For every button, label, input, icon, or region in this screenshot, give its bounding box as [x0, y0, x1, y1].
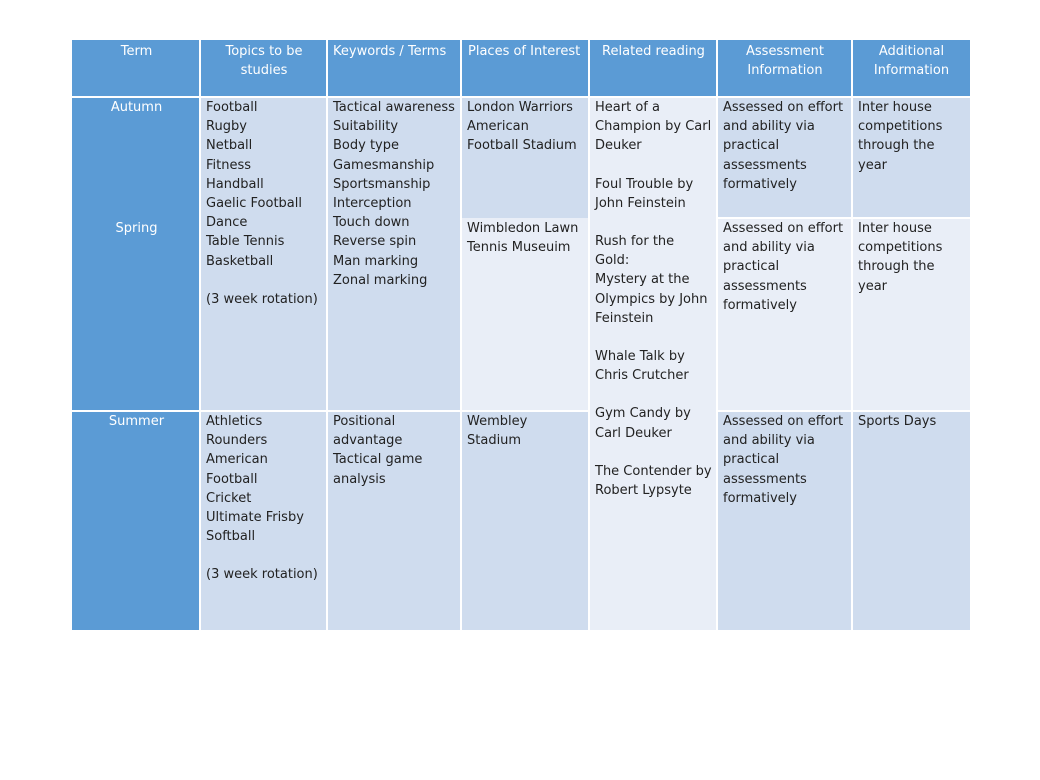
topics-autumn-spring: Football Rugby Netball Fitness Handball … — [200, 97, 327, 411]
additional-spring: Inter house competitions through the yea… — [852, 218, 970, 411]
assessment-spring: Assessed on effort and ability via pract… — [717, 218, 852, 411]
column-divider — [716, 40, 718, 630]
assessment-autumn: Assessed on effort and ability via pract… — [717, 97, 852, 218]
row-divider — [717, 217, 970, 219]
summer-rotation-note: (3 week rotation) — [206, 567, 318, 583]
reading-rush-for-the-gold: Rush for the Gold: Mystery at the Olympi… — [595, 234, 708, 326]
reading-whale-talk: Whale Talk by Chris Crutcher — [595, 349, 689, 384]
topics-summer: Athletics Rounders American Football Cri… — [200, 411, 327, 630]
column-divider — [460, 40, 462, 630]
term-autumn: Autumn — [72, 97, 200, 218]
keywords-summer: Positional advantage Tactical game analy… — [327, 411, 461, 630]
column-divider — [851, 40, 853, 630]
reading-gym-candy: Gym Candy by Carl Deuker — [595, 406, 691, 441]
rotation-note: (3 week rotation) — [206, 291, 318, 307]
reading-the-contender: The Contender by Robert Lypsyte — [595, 463, 712, 499]
row-divider — [717, 410, 970, 412]
header-keywords: Keywords / Terms — [327, 40, 461, 97]
term-summer: Summer — [72, 411, 200, 630]
header-additional: Additional Information — [852, 40, 970, 97]
header-topics: Topics to be studies — [200, 40, 327, 97]
column-divider — [588, 40, 590, 630]
header-assessment: Assessment Information — [717, 40, 852, 97]
row-divider — [72, 96, 970, 98]
places-summer: Wembley Stadium — [461, 411, 589, 630]
row-divider — [72, 410, 589, 412]
header-places: Places of Interest — [461, 40, 589, 97]
reading-heart-of-a-champion: Heart of a Champion by Carl Deuker — [595, 100, 712, 154]
header-term: Term — [72, 40, 200, 97]
header-related-reading: Related reading — [589, 40, 717, 97]
additional-autumn: Inter house competitions through the yea… — [852, 97, 970, 218]
additional-summer: Sports Days — [852, 411, 970, 630]
term-spring: Spring — [72, 218, 200, 411]
reading-foul-trouble: Foul Trouble by John Feinstein — [595, 176, 694, 211]
topics-list: Football Rugby Netball Fitness Handball … — [206, 100, 303, 269]
places-spring: Wimbledon Lawn Tennis Museuim — [461, 218, 589, 411]
column-divider — [199, 40, 201, 630]
curriculum-table: Term Topics to be studies Keywords / Ter… — [72, 40, 970, 630]
column-divider — [326, 40, 328, 630]
keywords-autumn-spring: Tactical awareness Suitability Body type… — [327, 97, 461, 411]
assessment-summer: Assessed on effort and ability via pract… — [717, 411, 852, 630]
summer-topics-list: Athletics Rounders American Football Cri… — [206, 414, 304, 545]
related-reading-list: Heart of a Champion by Carl Deuker Foul … — [589, 97, 717, 630]
